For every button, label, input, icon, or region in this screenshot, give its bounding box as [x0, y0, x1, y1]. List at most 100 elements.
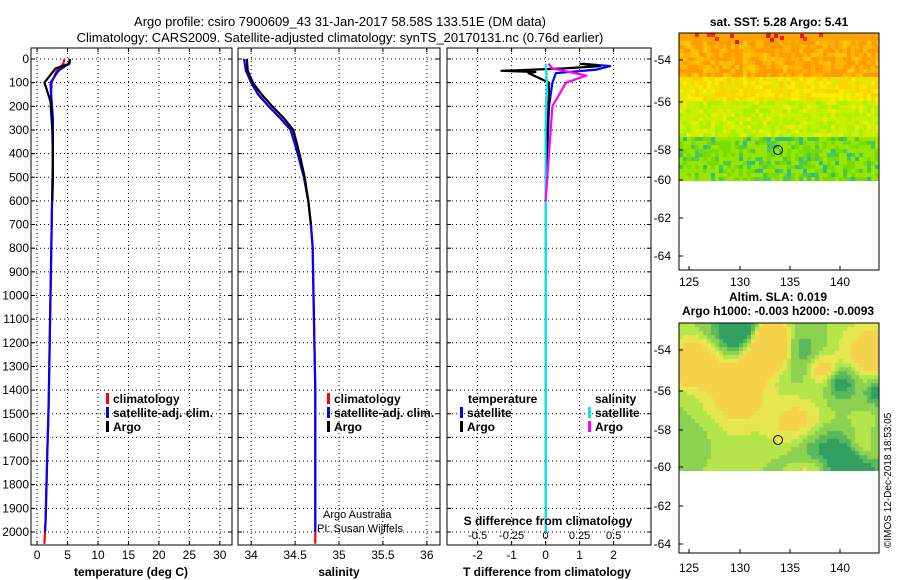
- sst-cell: [787, 53, 791, 57]
- sla-cell: [763, 383, 767, 387]
- sla-cell: [759, 467, 763, 471]
- sla-cell: [711, 387, 715, 391]
- sst-cell: [871, 93, 875, 97]
- sla-cell: [863, 355, 867, 359]
- sst-cell: [847, 109, 851, 113]
- sla-cell: [759, 331, 763, 335]
- sla-cell: [787, 371, 791, 375]
- sst-cell: [751, 69, 755, 73]
- sla-cell: [743, 395, 747, 399]
- sla-cell: [751, 443, 755, 447]
- sst-cell: [763, 177, 767, 181]
- sla-cell: [695, 419, 699, 423]
- sst-cell: [707, 161, 711, 165]
- sla-cell: [851, 335, 855, 339]
- sla-cell: [811, 467, 815, 471]
- sst-cell: [867, 65, 871, 69]
- sst-cell: [771, 129, 775, 133]
- sla-cell: [755, 327, 759, 331]
- sla-map-xtick: 135: [780, 561, 800, 575]
- sst-cell: [711, 125, 715, 129]
- sst-cell: [807, 89, 811, 93]
- sst-cell: [711, 77, 715, 81]
- sla-cell: [763, 327, 767, 331]
- sla-cell: [863, 439, 867, 443]
- sla-cell: [719, 351, 723, 355]
- sst-cell: [803, 73, 807, 77]
- sla-cell: [831, 415, 835, 419]
- sla-cell: [747, 443, 751, 447]
- sst-cell: [747, 69, 751, 73]
- sla-cell: [723, 383, 727, 387]
- legend-label-argo-2: Argo: [334, 420, 362, 434]
- sla-cell: [787, 439, 791, 443]
- sla-cell: [695, 343, 699, 347]
- sst-cell: [823, 77, 827, 81]
- sla-cell: [855, 411, 859, 415]
- sst-cell: [747, 81, 751, 85]
- sla-cell: [807, 379, 811, 383]
- sst-cell: [823, 173, 827, 177]
- sst-cell: [779, 77, 783, 81]
- sst-cell: [847, 145, 851, 149]
- sst-cell: [679, 105, 683, 109]
- sst-cell: [791, 165, 795, 169]
- sla-cell: [875, 391, 879, 395]
- sst-cell: [707, 177, 711, 181]
- sla-cell: [823, 411, 827, 415]
- sla-cell: [855, 339, 859, 343]
- sst-cell: [803, 165, 807, 169]
- sla-cell: [687, 407, 691, 411]
- sst-cell: [731, 149, 735, 153]
- sst-cell: [799, 113, 803, 117]
- sst-cell: [783, 57, 787, 61]
- sla-cell: [755, 439, 759, 443]
- sst-cell: [779, 165, 783, 169]
- sla-cell: [775, 387, 779, 391]
- sst-cell: [723, 105, 727, 109]
- sst-cell: [875, 177, 879, 181]
- sla-cell: [699, 395, 703, 399]
- sla-cell: [711, 335, 715, 339]
- sst-cell: [823, 141, 827, 145]
- sst-cell: [847, 61, 851, 65]
- temperature-xtick: 25: [183, 548, 197, 562]
- sla-cell: [843, 399, 847, 403]
- sst-cell: [855, 77, 859, 81]
- sst-cell: [871, 169, 875, 173]
- sst-cell: [723, 49, 727, 53]
- temperature-xtick-labels: 0 5 10 15 20 25 30: [34, 548, 227, 562]
- sla-cell: [835, 323, 839, 327]
- sla-cell: [867, 435, 871, 439]
- sst-cell: [863, 125, 867, 129]
- sst-cell: [803, 57, 807, 61]
- sst-cell: [875, 89, 879, 93]
- sla-cell: [783, 343, 787, 347]
- legend-swatch-satellite-adj: [106, 407, 109, 418]
- sla-cell: [719, 347, 723, 351]
- sst-cell: [791, 45, 795, 49]
- sst-cell: [855, 97, 859, 101]
- sla-cell: [815, 451, 819, 455]
- sst-cell: [711, 69, 715, 73]
- sst-cell: [831, 81, 835, 85]
- sst-cell: [703, 69, 707, 73]
- sla-cell: [683, 439, 687, 443]
- sla-cell: [723, 415, 727, 419]
- sla-cell: [863, 331, 867, 335]
- sst-cell: [807, 101, 811, 105]
- sst-cell: [731, 85, 735, 89]
- sla-cell: [735, 435, 739, 439]
- sst-cell: [723, 97, 727, 101]
- sst-cell: [719, 117, 723, 121]
- sst-cell: [863, 41, 867, 45]
- sla-cell: [755, 443, 759, 447]
- credit-pi: PI: Susan Wijffels: [317, 523, 403, 535]
- sst-cell: [775, 85, 779, 89]
- sst-cell: [763, 53, 767, 57]
- sst-cell: [683, 81, 687, 85]
- sla-cell: [851, 415, 855, 419]
- sst-cell: [735, 73, 739, 77]
- sst-cell: [823, 61, 827, 65]
- sst-cell: [719, 169, 723, 173]
